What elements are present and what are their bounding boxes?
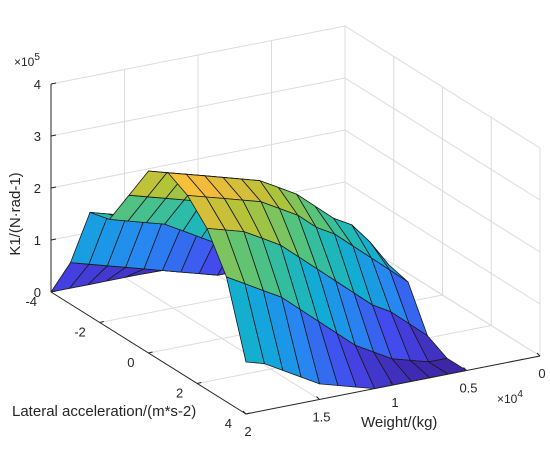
y-tick-label: -4 (25, 294, 37, 309)
surface-patch (226, 276, 265, 365)
grid-line (50, 25, 541, 149)
z-tick-label: 0 (34, 285, 41, 300)
z-tick (50, 186, 57, 189)
z-tick-label: 4 (34, 77, 41, 92)
y-axis-label: Lateral acceleration/(m*s-2) (12, 403, 196, 420)
x-tick (316, 396, 320, 400)
z-tick (50, 238, 57, 241)
z-tick-label: 3 (34, 129, 41, 144)
x-tick-label: 0 (538, 366, 545, 381)
z-tick (50, 82, 57, 85)
z-multiplier: ×105 (14, 52, 40, 69)
y-tick (99, 321, 104, 323)
surface-mesh (50, 170, 467, 390)
y-tick-label: 2 (176, 386, 183, 401)
z-tick-label: 1 (34, 233, 41, 248)
y-tick (148, 351, 153, 354)
z-tick-label: 2 (34, 181, 41, 196)
x-tick (463, 367, 467, 371)
x-tick (536, 352, 541, 357)
grid-line (124, 277, 320, 400)
y-tick-label: 4 (225, 416, 232, 431)
x-tick-label: 1 (391, 395, 398, 410)
x-axis-label: Weight/(kg) (361, 414, 437, 431)
z-tick (50, 134, 57, 137)
y-tick (245, 412, 251, 415)
x-multiplier: ×104 (497, 389, 523, 406)
y-tick (50, 290, 56, 293)
x-tick (389, 381, 394, 386)
x-tick-label: 1.5 (312, 410, 330, 425)
y-tick-label: 0 (127, 355, 134, 370)
x-tick-label: 2 (244, 424, 251, 439)
z-axis-label: K1/(N·rad-1) (7, 172, 24, 255)
y-tick (197, 382, 202, 384)
y-tick-label: -2 (74, 325, 86, 340)
grid-line (50, 77, 541, 201)
x-tick-label: 0.5 (459, 381, 477, 396)
x-tick (242, 410, 247, 415)
grid-line (50, 129, 541, 253)
